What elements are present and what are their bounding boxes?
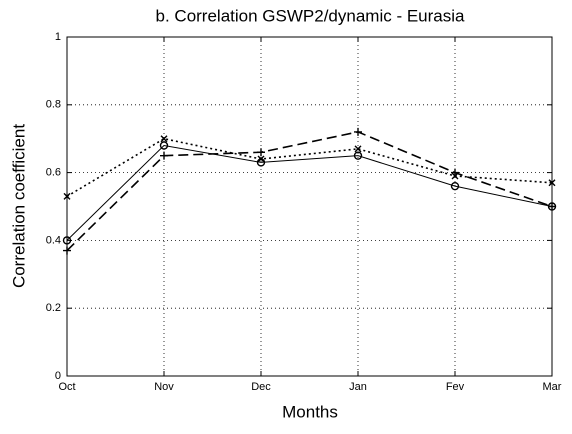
point-marker: [63, 192, 71, 200]
point-marker: [548, 179, 556, 187]
point-marker: [257, 148, 265, 157]
x-axis-label: Months: [282, 402, 338, 421]
point-marker: [450, 181, 460, 191]
point-marker: [354, 145, 362, 153]
y-tick-label: 0: [55, 370, 61, 382]
x-tick-label: Oct: [58, 381, 75, 393]
x-tick-label: Fev: [446, 381, 465, 393]
point-marker: [160, 135, 168, 143]
series-line: [66, 137, 553, 198]
y-tick-label: 1: [55, 31, 61, 43]
x-tick-label: Mar: [543, 381, 562, 393]
y-tick-label: 0.4: [46, 234, 61, 246]
point-marker: [354, 127, 362, 136]
plot-frame: [66, 36, 553, 377]
y-axis-label: Correlation coefficient: [9, 124, 28, 288]
point-marker: [63, 246, 71, 255]
point-marker: [548, 202, 556, 211]
x-tick-label: Dec: [251, 381, 271, 393]
point-marker: [159, 141, 169, 150]
y-tick-label: 0.2: [46, 302, 61, 314]
x-tick-label: Nov: [154, 381, 174, 393]
x-tick-label: Jan: [349, 381, 367, 393]
chart-title: b. Correlation GSWP2/dynamic - Eurasia: [156, 6, 465, 25]
series-line: [66, 131, 553, 252]
point-marker: [353, 151, 363, 160]
point-marker: [160, 151, 168, 160]
point-marker: [257, 155, 265, 163]
point-marker: [62, 236, 72, 245]
y-tick-label: 0.6: [46, 167, 61, 179]
y-tick-label: 0.8: [46, 99, 61, 111]
point-marker: [256, 158, 266, 167]
series-line: [66, 144, 553, 241]
point-marker: [451, 172, 459, 180]
